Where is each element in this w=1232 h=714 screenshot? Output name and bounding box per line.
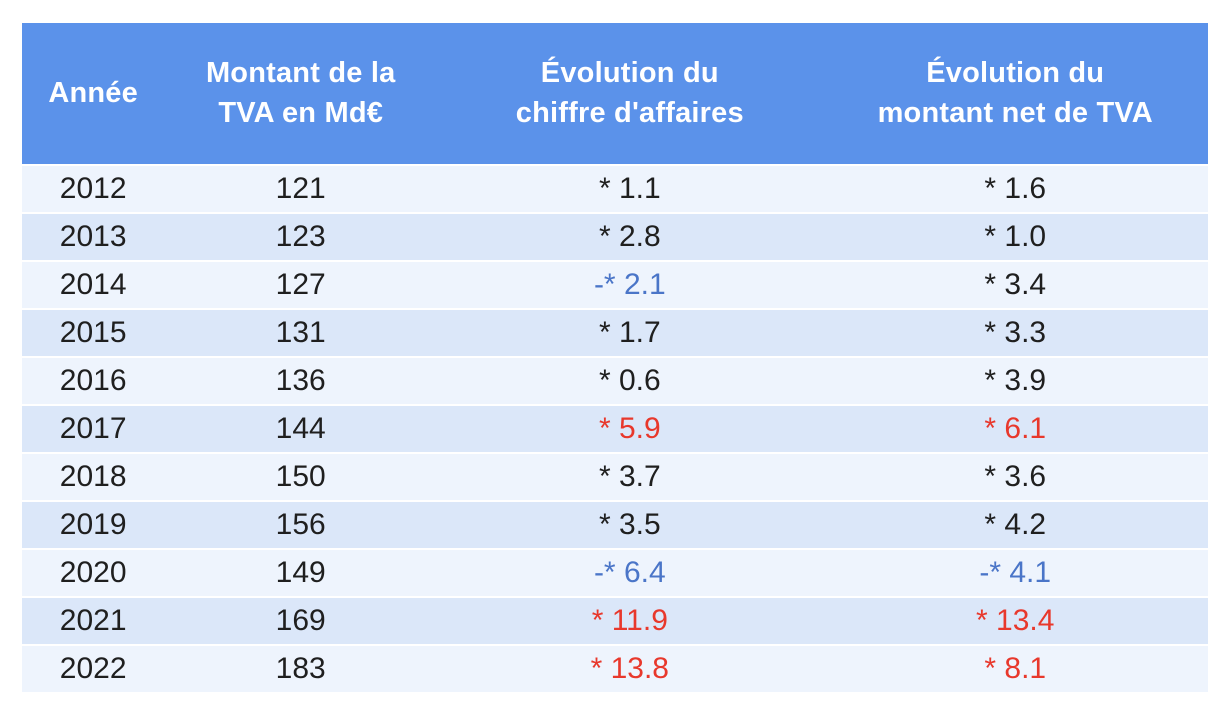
table-header-row: Année Montant de la TVA en Md€ Évolution…	[22, 23, 1208, 166]
cell-year: 2017	[59, 412, 127, 445]
cell-evolution-ca: * 3.7	[598, 460, 661, 493]
cell-evolution-net: * 3.4	[984, 268, 1047, 301]
cell-year: 2015	[59, 316, 127, 349]
cell-evolution-net: * 6.1	[984, 412, 1047, 445]
cell-tva-amount: 127	[275, 268, 326, 301]
cell-evolution-ca: * 2.8	[598, 220, 661, 253]
cell-tva-amount: 149	[275, 556, 326, 589]
table-row: 2012 121 * 1.1 * 1.6	[22, 166, 1208, 214]
cell-year: 2016	[59, 364, 127, 397]
table-row: 2016 136 * 0.6 * 3.9	[22, 358, 1208, 406]
cell-evolution-net: * 3.3	[984, 316, 1047, 349]
cell-tva-amount: 136	[275, 364, 326, 397]
table-row: 2013 123 * 2.8 * 1.0	[22, 214, 1208, 262]
table-row: 2022 183 * 13.8 * 8.1	[22, 646, 1208, 694]
cell-evolution-net: * 1.0	[984, 220, 1047, 253]
cell-year: 2021	[59, 604, 127, 637]
cell-tva-amount: 183	[275, 652, 326, 685]
cell-evolution-ca: * 0.6	[598, 364, 661, 397]
cell-evolution-net: * 4.2	[984, 508, 1047, 541]
cell-tva-amount: 144	[275, 412, 326, 445]
cell-evolution-ca: * 11.9	[591, 604, 668, 637]
column-header-evolution-net: Évolution du montant net de TVA	[877, 57, 1153, 129]
cell-year: 2014	[59, 268, 127, 301]
column-header-montant-tva: Montant de la TVA en Md€	[205, 57, 396, 129]
column-header-evolution-ca: Évolution du chiffre d'affaires	[515, 57, 744, 129]
cell-year: 2018	[59, 460, 127, 493]
table-row: 2018 150 * 3.7 * 3.6	[22, 454, 1208, 502]
table-row: 2020 149 -* 6.4 -* 4.1	[22, 550, 1208, 598]
cell-tva-amount: 131	[275, 316, 326, 349]
cell-evolution-net: * 3.6	[984, 460, 1047, 493]
cell-evolution-net: * 3.9	[984, 364, 1047, 397]
cell-year: 2013	[59, 220, 127, 253]
cell-tva-amount: 121	[275, 172, 326, 205]
cell-year: 2022	[59, 652, 127, 685]
cell-evolution-net: * 8.1	[984, 652, 1047, 685]
cell-evolution-ca: * 1.7	[598, 316, 661, 349]
table-row: 2014 127 -* 2.1 * 3.4	[22, 262, 1208, 310]
cell-evolution-ca: * 13.8	[590, 652, 669, 685]
cell-tva-amount: 150	[275, 460, 326, 493]
table-row: 2019 156 * 3.5 * 4.2	[22, 502, 1208, 550]
cell-evolution-ca: * 3.5	[598, 508, 661, 541]
table-row: 2017 144 * 5.9 * 6.1	[22, 406, 1208, 454]
column-header-annee: Année	[48, 76, 138, 109]
cell-tva-amount: 123	[275, 220, 326, 253]
cell-tva-amount: 169	[275, 604, 326, 637]
table-body: 2012 121 * 1.1 * 1.6 2013 123 * 2.8 * 1.…	[22, 166, 1208, 694]
cell-evolution-ca: -* 2.1	[593, 268, 666, 301]
table-row: 2021 169 * 11.9 * 13.4	[22, 598, 1208, 646]
cell-evolution-ca: * 1.1	[598, 172, 661, 205]
cell-tva-amount: 156	[275, 508, 326, 541]
cell-evolution-ca: -* 6.4	[593, 556, 666, 589]
cell-year: 2020	[59, 556, 127, 589]
tva-table: Année Montant de la TVA en Md€ Évolution…	[22, 23, 1208, 694]
cell-evolution-ca: * 5.9	[598, 412, 661, 445]
cell-evolution-net: -* 4.1	[979, 556, 1052, 589]
table-row: 2015 131 * 1.7 * 3.3	[22, 310, 1208, 358]
cell-evolution-net: * 13.4	[976, 604, 1055, 637]
cell-year: 2012	[59, 172, 127, 205]
cell-year: 2019	[59, 508, 127, 541]
cell-evolution-net: * 1.6	[984, 172, 1047, 205]
